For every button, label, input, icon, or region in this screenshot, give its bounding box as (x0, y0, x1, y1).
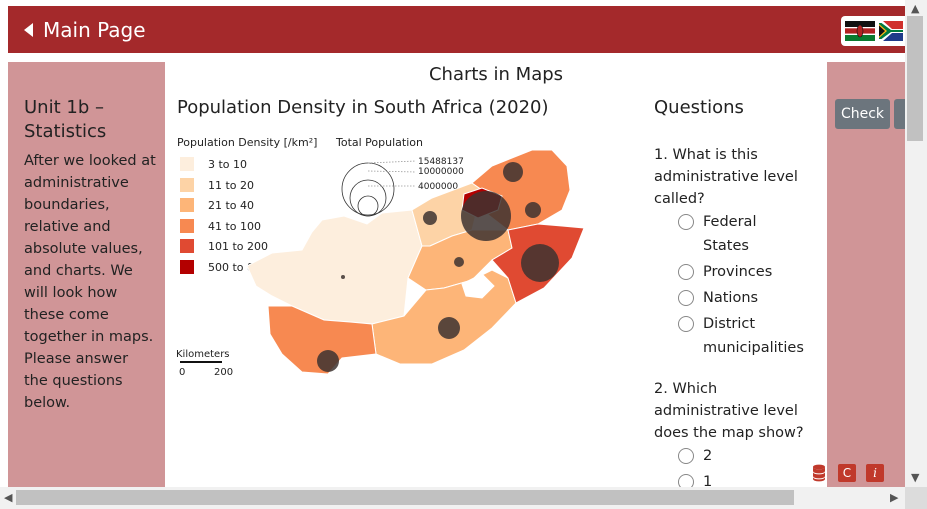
vertical-scroll-thumb[interactable] (907, 16, 923, 141)
legend-swatch (180, 260, 194, 274)
main-page-label: Main Page (43, 18, 146, 42)
language-switcher (841, 16, 905, 46)
option-label: Nations (703, 290, 759, 306)
scale-bar-min: 0 (179, 367, 185, 378)
c-icon[interactable]: C (838, 464, 856, 482)
page-title: Charts in Maps (428, 64, 564, 85)
radio-button[interactable] (678, 264, 694, 280)
legend-swatch (180, 198, 194, 212)
population-legend-value: 10000000 (418, 167, 464, 177)
scale-bar-title: Kilometers (176, 349, 230, 360)
population-bubble[interactable] (317, 350, 339, 372)
legend-item: 101 to 200 (180, 239, 268, 253)
option-label: 2 (703, 448, 713, 464)
questions-title: Questions (654, 97, 744, 118)
legend-item: 21 to 40 (180, 198, 254, 212)
legend-swatch (180, 239, 194, 253)
radio-button[interactable] (678, 316, 694, 332)
legend-label: 41 to 100 (208, 219, 262, 233)
question-2-text: 2. Which administrative level does the m… (654, 381, 804, 441)
scale-bar-max: 200 (214, 367, 233, 378)
population-bubble[interactable] (525, 202, 541, 218)
q2-option-1[interactable]: 1 (678, 470, 712, 487)
kenya-flag-icon[interactable] (845, 21, 875, 41)
q1-option-nations[interactable]: Nations (678, 286, 758, 310)
legend-label: 101 to 200 (208, 239, 269, 253)
scroll-right-icon[interactable]: ▶ (890, 491, 899, 504)
legend-label: 21 to 40 (208, 198, 255, 212)
population-bubble[interactable] (521, 244, 559, 282)
scroll-down-icon[interactable]: ▼ (911, 471, 920, 484)
database-icon[interactable] (812, 464, 826, 482)
radio-button[interactable] (678, 474, 694, 487)
lesotho-region (461, 273, 495, 299)
question-1-text: 1. What is this administrative level cal… (654, 147, 798, 207)
legend-label: 11 to 20 (208, 178, 255, 192)
q2-option-1-clip: 1 (678, 470, 818, 487)
legend-item: 41 to 100 (180, 219, 261, 233)
horizontal-scroll-thumb[interactable] (16, 490, 794, 505)
option-label: Federal States (703, 214, 757, 254)
south-africa-flag-icon[interactable] (879, 21, 903, 41)
horizontal-scrollbar[interactable]: ◀ ▶ (0, 487, 905, 509)
legend-label: 3 to 10 (208, 157, 248, 171)
vertical-scrollbar[interactable]: ▲ ▼ (905, 0, 927, 487)
option-label: District municipalities (703, 316, 804, 356)
population-legend-value: 4000000 (418, 182, 458, 192)
map-title: Population Density in South Africa (2020… (177, 97, 549, 118)
legend-item: 3 to 10 (180, 157, 247, 171)
map-svg: 15488137 10000000 4000000 (176, 149, 585, 378)
scroll-left-icon[interactable]: ◀ (4, 491, 13, 504)
choropleth-map: Population Density [/km²] Total Populati… (172, 128, 612, 388)
population-legend (341, 160, 417, 217)
legend-swatch (180, 157, 194, 171)
q1-option-provinces[interactable]: Provinces (678, 260, 772, 284)
radio-button[interactable] (678, 290, 694, 306)
population-legend-value: 15488137 (418, 157, 464, 167)
scrollbar-corner (905, 487, 927, 509)
population-bubble[interactable] (503, 162, 523, 182)
population-bubble[interactable] (454, 257, 464, 267)
radio-button[interactable] (678, 448, 694, 464)
radio-button[interactable] (678, 214, 694, 230)
legend-item: 11 to 20 (180, 178, 254, 192)
back-arrow-icon (24, 23, 33, 37)
population-bubble[interactable] (461, 191, 511, 241)
check-button[interactable]: Check (835, 99, 890, 129)
unit-description: After we looked at administrative bounda… (24, 153, 156, 411)
region-41-to-100[interactable] (267, 305, 377, 375)
option-label: Provinces (703, 264, 773, 280)
population-bubble[interactable] (438, 317, 460, 339)
density-legend-title: Population Density [/km²] (177, 136, 318, 149)
main-page-button[interactable]: Main Page (24, 16, 146, 44)
unit-info-panel: Unit 1b – Statistics After we looked at … (8, 62, 165, 487)
population-bubble[interactable] (423, 211, 437, 225)
legend-swatch (180, 178, 194, 192)
q1-option-federal-states[interactable]: Federal States (678, 210, 793, 258)
option-label: 1 (703, 474, 713, 487)
scroll-up-icon[interactable]: ▲ (911, 2, 920, 15)
unit-title: Unit 1b – Statistics (24, 97, 107, 142)
population-legend-title: Total Population (336, 136, 423, 149)
population-bubbles (317, 162, 559, 372)
q2-option-2[interactable]: 2 (678, 444, 712, 468)
header-bar: Main Page (8, 6, 905, 53)
legend-swatch (180, 219, 194, 233)
right-panel: Check (827, 62, 905, 487)
secondary-button[interactable] (894, 99, 905, 129)
info-icon[interactable]: i (866, 464, 884, 482)
population-bubble[interactable] (341, 275, 345, 279)
q1-option-district-municipalities[interactable]: District municipalities (678, 312, 804, 360)
